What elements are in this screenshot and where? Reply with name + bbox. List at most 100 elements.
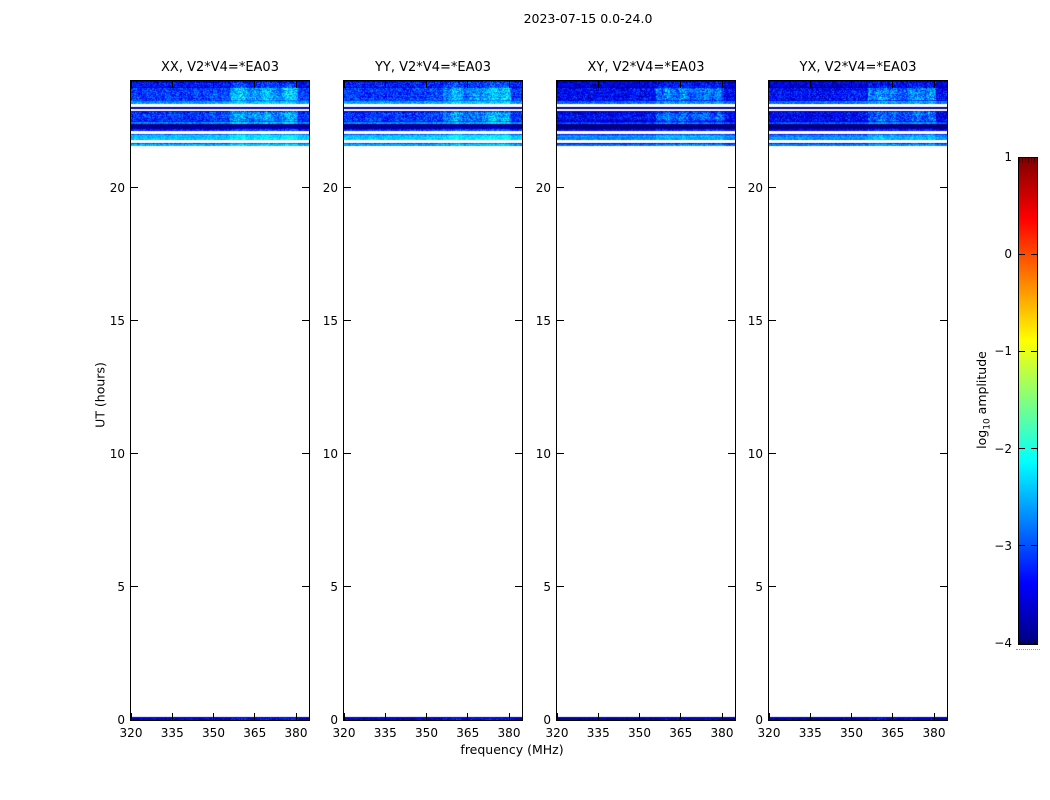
colorbar-tick — [1031, 448, 1037, 450]
x-tick-label: 320 — [119, 726, 143, 740]
y-tick — [728, 586, 735, 588]
colorbar-minor-dots — [1016, 649, 1040, 650]
y-tick-label: 20 — [322, 180, 338, 195]
y-axis-label: UT (hours) — [92, 362, 108, 428]
colorbar-label-suffix: amplitude — [973, 351, 989, 419]
y-tick-label: 20 — [109, 180, 125, 195]
spectrogram-panel-yx: YX, V2*V4=*EA03 20 15 10 5 0 320 335 350 365 380 — [748, 60, 948, 740]
y-tick-label: 0 — [755, 713, 763, 727]
x-tick — [768, 713, 770, 720]
x-tick — [384, 713, 386, 720]
x-tick-label: 350 — [202, 726, 225, 740]
x-tick — [892, 713, 894, 720]
x-tick — [467, 81, 469, 88]
x-tick — [556, 713, 558, 720]
spectrogram-image-xx — [131, 81, 309, 720]
y-tick-label: 0 — [543, 713, 551, 727]
colorbar-tick — [1031, 350, 1037, 352]
x-tick — [597, 81, 599, 88]
x-tick-label: 365 — [669, 726, 693, 740]
x-tick — [721, 81, 723, 88]
spectrogram-image-yy — [344, 81, 522, 720]
y-tick — [344, 453, 351, 455]
colorbar — [1018, 157, 1038, 645]
y-tick-label: 10 — [747, 446, 763, 461]
x-tick — [343, 81, 345, 88]
x-tick — [933, 81, 935, 88]
x-tick — [768, 81, 770, 88]
y-tick — [302, 320, 309, 322]
colorbar-tick-label: −4 — [994, 636, 1012, 650]
x-tick — [384, 81, 386, 88]
y-tick — [131, 320, 138, 322]
x-tick-label: 320 — [757, 726, 781, 740]
y-tick — [769, 187, 776, 188]
y-tick — [940, 320, 947, 322]
y-tick — [940, 586, 947, 588]
x-tick-label: 380 — [922, 726, 946, 740]
figure-title: 2023-07-15 0.0-24.0 — [523, 11, 653, 26]
y-tick — [557, 586, 564, 588]
y-tick — [131, 586, 138, 588]
y-tick-label: 20 — [747, 180, 763, 195]
x-tick — [809, 81, 811, 88]
x-tick — [508, 713, 510, 720]
x-tick — [680, 81, 682, 88]
x-tick-label: 335 — [373, 726, 397, 740]
colorbar-bottom-comb — [1019, 639, 1037, 644]
x-tick — [213, 713, 214, 720]
y-tick — [728, 187, 735, 188]
colorbar-tick — [1031, 156, 1037, 158]
y-tick — [728, 453, 735, 455]
x-tick-label: 335 — [586, 726, 610, 740]
y-tick-label: 0 — [330, 713, 338, 727]
x-tick-label: 380 — [497, 726, 521, 740]
y-tick — [302, 586, 309, 588]
x-tick — [892, 81, 894, 88]
colorbar-tick-label: −1 — [994, 344, 1012, 359]
y-tick — [302, 453, 309, 455]
spectrogram-image-yx — [769, 81, 947, 720]
colorbar-tick — [1019, 545, 1025, 547]
y-tick — [940, 453, 947, 455]
y-tick-label: 15 — [535, 313, 551, 328]
x-tick-label: 320 — [545, 726, 569, 740]
panel-title-xy: XY, V2*V4=*EA03 — [587, 60, 705, 75]
x-tick-label: 350 — [840, 726, 863, 740]
panel-title-yy: YY, V2*V4=*EA03 — [374, 60, 492, 75]
colorbar-tick — [1019, 156, 1025, 158]
x-tick — [721, 713, 723, 720]
x-tick-label: 320 — [332, 726, 356, 740]
colorbar-label: log10 amplitude — [974, 351, 993, 449]
x-tick — [639, 81, 640, 88]
y-tick — [769, 586, 776, 588]
y-tick-label: 10 — [109, 446, 125, 461]
x-tick — [680, 713, 682, 720]
x-tick — [254, 81, 256, 88]
colorbar-tick-label: −2 — [994, 441, 1012, 456]
colorbar-tick-label: −3 — [994, 538, 1012, 553]
y-tick — [131, 187, 138, 188]
y-tick — [302, 187, 309, 188]
colorbar-top-comb — [1019, 158, 1037, 163]
x-tick-label: 335 — [160, 726, 184, 740]
x-tick — [426, 713, 427, 720]
x-tick — [639, 713, 640, 720]
y-tick-label: 5 — [117, 579, 125, 594]
y-tick — [769, 320, 776, 322]
x-tick — [933, 713, 935, 720]
spectrogram-panel-yy: YY, V2*V4=*EA03 20 15 10 5 0 320 335 350 365 380 — [323, 60, 523, 740]
x-axis-label: frequency (MHz) — [460, 742, 564, 757]
x-tick — [851, 81, 852, 88]
x-tick — [508, 81, 510, 88]
y-tick — [557, 453, 564, 455]
x-tick — [213, 81, 214, 88]
colorbar-tick — [1031, 642, 1037, 644]
x-tick — [809, 713, 811, 720]
colorbar-tick — [1031, 253, 1037, 255]
x-tick — [295, 713, 297, 720]
y-tick-label: 15 — [747, 313, 763, 328]
y-tick-label: 5 — [755, 579, 763, 594]
panel-title-xx: XX, V2*V4=*EA03 — [161, 60, 279, 75]
spectrogram-image-xy — [557, 81, 735, 720]
